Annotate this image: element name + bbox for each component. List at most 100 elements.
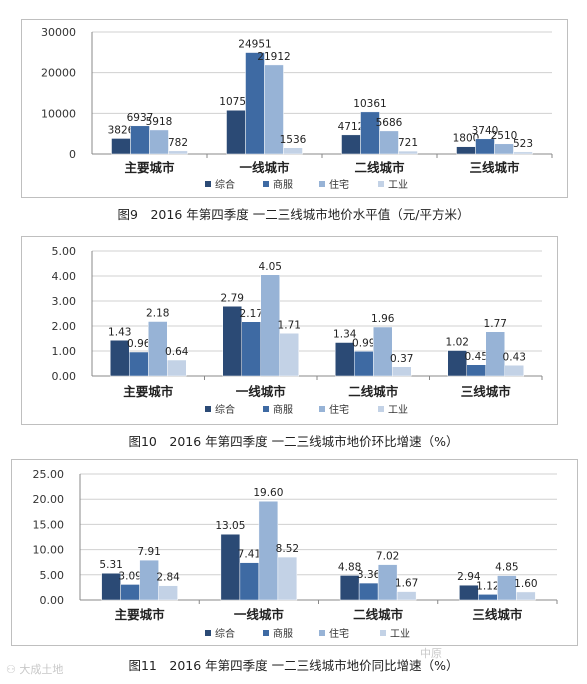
bar-1-1	[241, 321, 261, 377]
y-tick-label: 20000	[41, 67, 76, 80]
data-label: 1.67	[395, 578, 418, 590]
data-label: 0.45	[465, 351, 488, 363]
legend-label: 商服	[273, 178, 293, 191]
legend-label: 商服	[273, 627, 293, 640]
bar-3-3	[516, 591, 536, 601]
data-label: 782	[168, 137, 188, 149]
chart-panel-yoy-growth: 0.00 5.00 10.00 15.00 20.00 25.00 5.31 3.09 7.91…	[11, 459, 578, 646]
y-tick-label: 20.00	[33, 493, 65, 506]
watermark-logo: ⚇ 大成土地	[6, 663, 64, 676]
bar-3-2	[398, 150, 418, 155]
chart-caption-land-price-level: 图9 2016 年第四季度 一二三线城市地价水平值（元/平方米）	[117, 207, 470, 222]
bar-1-3	[466, 364, 486, 377]
legend-label: 综合	[215, 627, 235, 640]
bar-1-0	[130, 125, 150, 155]
data-label: 5686	[376, 117, 403, 129]
x-tick-label: 三线城市	[461, 384, 512, 399]
legend-swatch	[380, 630, 386, 636]
data-label: 2510	[491, 130, 518, 142]
y-tick-label: 10000	[41, 107, 76, 120]
bar-1-2	[354, 351, 374, 377]
x-tick-label: 主要城市	[123, 384, 174, 399]
data-label: 3826	[108, 124, 135, 136]
data-label: 0.96	[127, 338, 151, 350]
bar-3-2	[392, 366, 412, 377]
y-tick-label: 0.00	[52, 370, 77, 383]
chart-qoq-growth: 0.00 1.00 2.00 3.00 4.00 5.00 1.430.96 2.18 0.64…	[52, 245, 543, 416]
x-tick-label: 主要城市	[124, 160, 175, 175]
data-label: 2.79	[221, 292, 244, 304]
data-label: 10361	[353, 98, 386, 110]
data-label: 0.37	[390, 353, 413, 365]
data-label: 721	[398, 137, 418, 149]
data-label: 4712	[338, 121, 365, 133]
data-label: 4.05	[259, 261, 282, 273]
bar-2-0	[149, 129, 169, 155]
data-label: 19.60	[253, 487, 283, 499]
bar-3-1	[277, 556, 298, 601]
data-label: 2.84	[156, 572, 180, 584]
legend-swatch	[319, 181, 325, 187]
data-label: 1.60	[514, 578, 537, 590]
legend-swatch	[263, 630, 269, 636]
data-label: 5918	[146, 116, 173, 128]
bar-3-0	[167, 359, 187, 377]
data-label: 1.77	[484, 318, 507, 330]
legend-label: 工业	[390, 628, 410, 640]
data-label: 2.17	[240, 308, 263, 320]
x-tick-label: 一线城市	[234, 607, 285, 622]
legend-label: 住宅	[329, 178, 349, 191]
data-label: 6937	[127, 112, 154, 124]
chart-caption-qoq-growth: 图10 2016 年第四季度 一二三线城市地价环比增速（%）	[128, 434, 459, 449]
y-tick-label: 5.00	[52, 245, 77, 258]
data-label: 4.85	[495, 562, 518, 574]
bar-3-2	[396, 591, 417, 601]
data-label: 1.96	[371, 313, 395, 325]
legend-label: 商服	[273, 403, 293, 416]
legend-label: 工业	[388, 179, 408, 191]
legend-label: 综合	[215, 403, 235, 416]
bar-1-1	[245, 52, 265, 155]
data-label: 3.36	[357, 569, 381, 581]
data-label: 3740	[472, 125, 499, 137]
y-tick-label: 0.00	[40, 594, 65, 607]
y-tick-label: 25.00	[33, 468, 65, 481]
legend-swatch	[319, 630, 325, 636]
legend-swatch	[319, 406, 325, 412]
bar-2-1	[258, 500, 279, 601]
bar-1-1	[239, 562, 260, 601]
legend-swatch	[205, 181, 211, 187]
legend-swatch	[378, 181, 384, 187]
bar-0-1	[226, 109, 246, 155]
bar-2-1	[260, 274, 280, 377]
bar-2-3	[494, 143, 514, 155]
bar-0-3	[456, 146, 476, 155]
data-label: 2.94	[457, 571, 481, 583]
bar-1-2	[358, 582, 379, 601]
chart-panel-qoq-growth: 0.00 1.00 2.00 3.00 4.00 5.00 1.43 0.96 2.18 0.64…	[21, 236, 558, 425]
data-label: 1800	[453, 133, 480, 145]
y-tick-label: 0	[69, 148, 76, 161]
data-label: 4.88	[338, 561, 361, 573]
data-label: 7.41	[238, 549, 261, 561]
data-label: 523	[513, 138, 533, 150]
bar-1-0	[129, 351, 149, 377]
legend-label: 住宅	[329, 403, 349, 416]
bar-3-0	[158, 585, 178, 601]
x-tick-label: 一线城市	[239, 160, 290, 175]
bar-1-0	[120, 584, 140, 601]
x-tick-label: 二线城市	[353, 607, 404, 622]
data-label: 1536	[280, 134, 307, 146]
legend-label: 住宅	[329, 627, 349, 640]
data-label: 1.71	[278, 319, 301, 331]
y-tick-label: 30000	[41, 26, 76, 39]
bar-0-1	[220, 533, 241, 601]
watermark-text: 中原	[420, 647, 442, 660]
bar-3-0	[168, 150, 188, 155]
chart-yoy-growth: 0.00 5.00 10.00 15.00 20.00 25.00 5.313.09 7.91…	[33, 468, 558, 640]
x-tick-label: 三线城市	[469, 160, 520, 175]
data-label: 5.31	[99, 559, 122, 571]
legend-swatch	[263, 181, 269, 187]
data-label: 0.64	[165, 346, 189, 358]
